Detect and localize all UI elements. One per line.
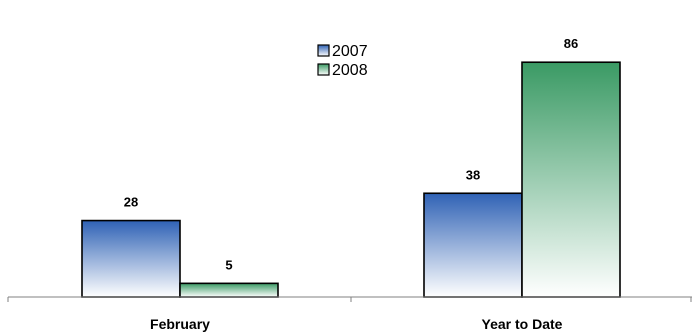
legend-label-2008: 2008 bbox=[332, 62, 368, 79]
value-label-february-2007: 28 bbox=[124, 195, 138, 210]
value-label-year-to-date-2008: 86 bbox=[564, 36, 578, 51]
category-labels-layer: February Year to Date bbox=[150, 316, 563, 332]
legend-swatch-2007 bbox=[317, 44, 330, 57]
legend-swatch-2008 bbox=[317, 63, 330, 76]
legend: 2007 2008 bbox=[317, 43, 368, 79]
bar-year-to-date-2008 bbox=[521, 61, 621, 298]
category-label-year-to-date: Year to Date bbox=[482, 316, 563, 332]
bar-february-2008 bbox=[179, 282, 279, 298]
x-axis bbox=[7, 296, 692, 302]
bars-layer bbox=[81, 61, 621, 298]
value-labels-layer: 28 5 38 86 bbox=[124, 36, 578, 272]
legend-label-2007: 2007 bbox=[332, 43, 368, 60]
bar-february-2007 bbox=[81, 219, 181, 298]
value-label-february-2008: 5 bbox=[225, 257, 232, 272]
bar-year-to-date-2007 bbox=[423, 192, 523, 298]
value-label-year-to-date-2007: 38 bbox=[466, 167, 480, 182]
category-label-february: February bbox=[150, 316, 210, 332]
